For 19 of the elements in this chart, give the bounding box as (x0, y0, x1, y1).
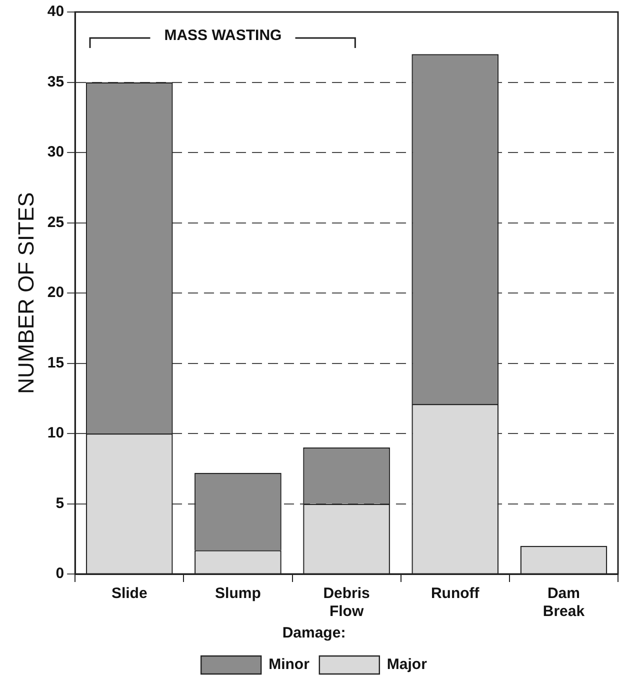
y-tick-label: 35 (47, 73, 64, 90)
legend-title: Damage: (282, 624, 346, 642)
x-tick-label: Runoff (430, 585, 480, 602)
y-tick-label: 10 (47, 424, 64, 442)
y-tick-label: 15 (47, 354, 64, 372)
y-tick-label: 25 (47, 214, 64, 231)
legend-label: Minor (268, 656, 310, 674)
y-tick-label: 30 (47, 144, 64, 161)
x-tick-label: Debris Flow (323, 585, 370, 620)
y-axis-title: NUMBER OF SITES (13, 192, 38, 394)
y-tick-label: 5 (56, 494, 64, 512)
x-tick-label: Slump (215, 585, 261, 602)
y-tick-label: 40 (47, 3, 64, 20)
annotation: MASS WASTING (150, 27, 296, 44)
legend-label: Major (386, 656, 428, 674)
y-tick-label: 20 (47, 284, 64, 302)
x-tick-label: Slide (111, 585, 148, 602)
y-tick-label: 0 (56, 565, 64, 582)
x-tick-label: Dam Break (542, 585, 586, 620)
